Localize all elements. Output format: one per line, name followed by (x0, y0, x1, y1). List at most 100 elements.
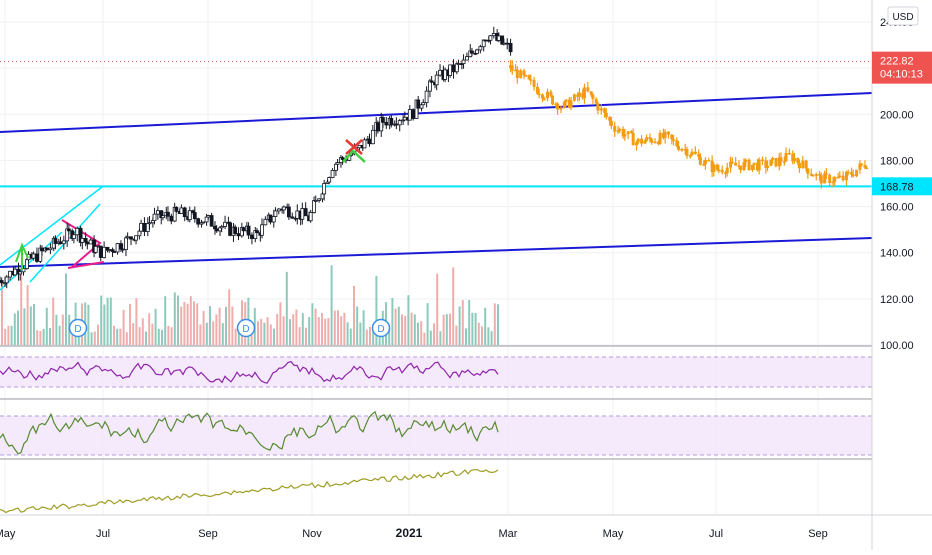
projection-body (623, 134, 627, 137)
projection-body (640, 138, 644, 144)
candle-body (308, 212, 313, 222)
volume-bar (61, 314, 64, 345)
time-tick-label: Jul (709, 528, 723, 540)
candle-body (35, 253, 39, 262)
candle-body (250, 234, 254, 239)
projection-body (524, 75, 528, 77)
candle-body (381, 117, 385, 123)
time-tick-label: Mar (499, 528, 518, 540)
volume-bar (391, 297, 394, 345)
candle-body (107, 249, 112, 251)
volume-bar (138, 327, 141, 345)
projection-body (576, 94, 580, 97)
volume-bar (122, 309, 125, 345)
projection-body (791, 153, 795, 162)
candle-body (508, 42, 513, 53)
volume-bar (308, 317, 311, 345)
projection-body (806, 168, 810, 174)
volume-bar (449, 313, 451, 345)
volume-bar (106, 297, 109, 345)
dividend-label: D (377, 324, 384, 335)
volume-bar (119, 328, 122, 345)
volume-bar (289, 319, 291, 345)
dividend-marker (371, 318, 391, 338)
projection-body (777, 157, 781, 167)
projection-body (594, 98, 598, 104)
projection-body (755, 162, 759, 171)
candle-body (24, 259, 29, 269)
volume-bar (353, 285, 355, 345)
volume-bar (442, 314, 445, 345)
volume-bar (468, 299, 471, 345)
volume-bar (221, 323, 224, 345)
candle-body (491, 33, 496, 37)
volume-bar (257, 321, 259, 345)
projection-body (824, 173, 828, 175)
volume-bar (298, 327, 301, 345)
projection-body (616, 130, 620, 132)
projection-body (811, 175, 815, 177)
candle-body (335, 162, 340, 165)
projection-body (554, 103, 558, 106)
volume-bar (429, 330, 432, 345)
volume-bar (420, 321, 423, 345)
volume-bar (474, 312, 477, 345)
projection-body (729, 161, 733, 168)
volume-bar (324, 318, 327, 345)
candle-body (424, 90, 429, 104)
volume-bar (129, 303, 131, 345)
projection-body (582, 87, 586, 99)
volume-bar (452, 267, 455, 345)
projection-body (712, 164, 716, 172)
magenta-pattern (61, 219, 102, 268)
candle-body (147, 222, 152, 225)
volume-bar (279, 302, 282, 345)
candle-body (300, 208, 305, 220)
candle-body (93, 245, 98, 253)
projection-body (685, 149, 689, 156)
candle-body (389, 117, 394, 126)
candle-body (434, 74, 439, 86)
projection-body (589, 91, 593, 95)
candle-body (443, 69, 447, 80)
volume-bar (196, 303, 199, 345)
volume-bar (205, 322, 208, 345)
volume-bar (481, 326, 483, 345)
volume-bar (183, 301, 186, 345)
projection-body (766, 165, 770, 168)
indicator-line (0, 410, 499, 455)
volume-bar (93, 331, 96, 345)
candle-body (228, 222, 232, 236)
volume-bar (273, 328, 275, 345)
projection-body (621, 129, 625, 137)
candle-body (260, 224, 264, 236)
projection-body (532, 79, 536, 87)
last-price-tag (872, 51, 932, 84)
candle-body (488, 35, 493, 41)
candle-body (470, 50, 474, 54)
projection-body (519, 70, 523, 79)
candle-body (71, 234, 76, 239)
indicator-panes (0, 345, 932, 514)
projection-body (860, 163, 864, 166)
candle-body (219, 226, 224, 229)
volume-bar (413, 314, 416, 345)
volume-bar (301, 313, 304, 345)
volume-bar (426, 303, 429, 345)
projection-body (656, 141, 660, 144)
price-tick-label: 180.00 (880, 155, 914, 167)
volume-bar (378, 332, 381, 345)
candle-body (317, 198, 322, 201)
volume-bar (477, 322, 480, 345)
volume-bar (33, 303, 35, 345)
candle-body (58, 241, 63, 245)
candle-body (505, 42, 510, 45)
projection-body (809, 173, 813, 176)
volume-bar (100, 295, 103, 345)
level-tag (872, 177, 932, 196)
candle-body (451, 64, 456, 73)
volume-bar (356, 306, 359, 345)
